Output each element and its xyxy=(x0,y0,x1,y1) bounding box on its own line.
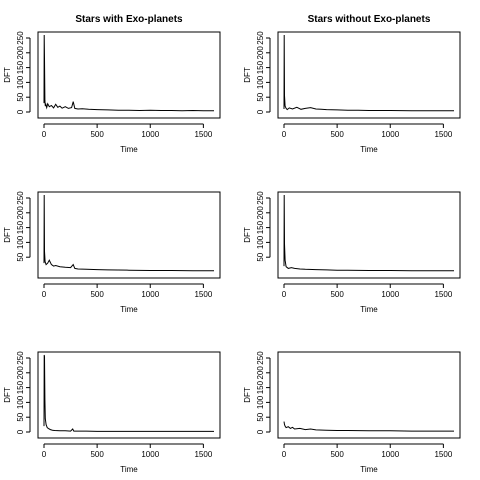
x-tick-label: 500 xyxy=(330,130,344,139)
y-tick-label: 100 xyxy=(16,75,25,89)
chart-panel-1: Stars with Exo-planets 0 500 1000 1500 Time 0 5… xyxy=(3,14,221,154)
y-tick-label: 100 xyxy=(16,395,25,409)
x-tick-label: 0 xyxy=(282,130,287,139)
x-axis-label: Time xyxy=(360,465,378,474)
y-tick-label: 0 xyxy=(256,429,265,434)
y-tick-label: 0 xyxy=(16,429,25,434)
y-axis-label: DFT xyxy=(3,67,12,83)
x-tick-label: 500 xyxy=(90,130,104,139)
series-line xyxy=(43,34,214,112)
y-tick-label: 0 xyxy=(16,109,25,114)
y-tick-label: 100 xyxy=(256,235,265,249)
y-tick-label: 50 xyxy=(256,252,265,261)
y-tick-label: 150 xyxy=(16,220,25,234)
y-axis-label: DFT xyxy=(243,67,252,83)
y-tick-label: 150 xyxy=(256,380,265,394)
series-line xyxy=(43,194,214,272)
x-axis-label: Time xyxy=(120,465,138,474)
y-axis-label: DFT xyxy=(243,387,252,403)
x-tick-label: 1000 xyxy=(381,450,399,459)
x-tick-label: 500 xyxy=(90,290,104,299)
y-axis-label: DFT xyxy=(243,227,252,243)
series-line xyxy=(283,34,454,112)
y-tick-label: 0 xyxy=(256,109,265,114)
y-tick-label: 150 xyxy=(16,380,25,394)
x-tick-label: 0 xyxy=(42,290,47,299)
y-tick-label: 50 xyxy=(256,92,265,101)
x-tick-label: 500 xyxy=(330,450,344,459)
y-tick-label: 150 xyxy=(16,60,25,74)
y-tick-label: 200 xyxy=(16,206,25,220)
x-tick-label: 1000 xyxy=(381,130,399,139)
series-line xyxy=(283,194,454,272)
y-tick-label: 100 xyxy=(16,235,25,249)
y-tick-label: 200 xyxy=(16,366,25,380)
y-tick-label: 200 xyxy=(256,206,265,220)
x-axis-label: Time xyxy=(120,145,138,154)
x-tick-label: 1500 xyxy=(194,130,212,139)
y-tick-label: 50 xyxy=(256,412,265,421)
chart-title: Stars with Exo-planets xyxy=(75,14,183,25)
y-tick-label: 250 xyxy=(256,351,265,365)
x-tick-label: 0 xyxy=(282,290,287,299)
x-tick-label: 1500 xyxy=(434,130,452,139)
plot-box xyxy=(37,191,221,279)
x-tick-label: 1000 xyxy=(141,130,159,139)
x-axis-label: Time xyxy=(360,145,378,154)
y-tick-label: 200 xyxy=(16,46,25,60)
y-tick-label: 250 xyxy=(16,31,25,45)
x-tick-label: 500 xyxy=(330,290,344,299)
plot-box xyxy=(277,31,461,119)
x-tick-label: 1000 xyxy=(381,290,399,299)
plot-box xyxy=(277,191,461,279)
y-axis-label: DFT xyxy=(3,387,12,403)
y-tick-label: 250 xyxy=(16,191,25,205)
y-tick-label: 50 xyxy=(16,92,25,101)
plot-box xyxy=(37,31,221,119)
x-tick-label: 1500 xyxy=(194,450,212,459)
y-tick-label: 100 xyxy=(256,395,265,409)
series-line xyxy=(283,421,454,432)
chart-title: Stars without Exo-planets xyxy=(308,14,431,25)
y-tick-label: 200 xyxy=(256,46,265,60)
y-tick-label: 250 xyxy=(16,351,25,365)
x-tick-label: 1000 xyxy=(141,290,159,299)
plot-box xyxy=(37,351,221,439)
x-tick-label: 0 xyxy=(282,450,287,459)
x-axis-label: Time xyxy=(360,305,378,314)
y-tick-label: 150 xyxy=(256,60,265,74)
y-axis-label: DFT xyxy=(3,227,12,243)
y-tick-label: 250 xyxy=(256,31,265,45)
y-tick-label: 150 xyxy=(256,220,265,234)
y-tick-label: 50 xyxy=(16,252,25,261)
x-tick-label: 500 xyxy=(90,450,104,459)
y-tick-label: 50 xyxy=(16,412,25,421)
plot-box xyxy=(277,351,461,439)
y-tick-label: 100 xyxy=(256,75,265,89)
x-tick-label: 1500 xyxy=(434,450,452,459)
x-axis-label: Time xyxy=(120,305,138,314)
x-tick-label: 1000 xyxy=(141,450,159,459)
series-line xyxy=(43,354,214,432)
x-tick-label: 0 xyxy=(42,130,47,139)
x-tick-label: 1500 xyxy=(434,290,452,299)
y-tick-label: 250 xyxy=(256,191,265,205)
y-tick-label: 200 xyxy=(256,366,265,380)
x-tick-label: 0 xyxy=(42,450,47,459)
x-tick-label: 1500 xyxy=(194,290,212,299)
